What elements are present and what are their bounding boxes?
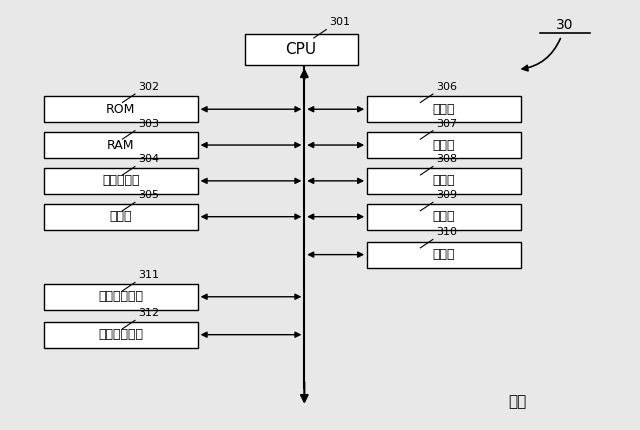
Text: 310: 310 xyxy=(436,227,457,237)
Bar xyxy=(44,168,198,194)
Text: 304: 304 xyxy=(138,154,159,164)
Text: 通信部: 通信部 xyxy=(433,138,455,151)
Text: RAM: RAM xyxy=(107,138,134,151)
Bar xyxy=(367,132,521,158)
Text: 303: 303 xyxy=(138,119,159,129)
Text: CPU: CPU xyxy=(285,42,317,57)
Bar xyxy=(44,322,198,348)
Text: サインポール: サインポール xyxy=(99,290,143,303)
Bar xyxy=(367,168,521,194)
Text: 306: 306 xyxy=(436,82,457,92)
Bar xyxy=(44,132,198,158)
Text: 308: 308 xyxy=(436,154,457,164)
Bar xyxy=(367,242,521,267)
Text: 307: 307 xyxy=(436,119,457,129)
Text: 309: 309 xyxy=(436,190,457,200)
Text: 305: 305 xyxy=(138,190,159,200)
Text: 図３: 図３ xyxy=(508,394,527,409)
Bar xyxy=(44,96,198,122)
Text: 302: 302 xyxy=(138,82,159,92)
Text: 30: 30 xyxy=(556,18,573,32)
Text: 312: 312 xyxy=(138,308,159,318)
Bar xyxy=(44,204,198,230)
Text: 印刷部: 印刷部 xyxy=(433,210,455,223)
Text: 人感知センサ: 人感知センサ xyxy=(99,328,143,341)
Bar xyxy=(367,204,521,230)
Bar xyxy=(44,284,198,310)
Text: ブザー: ブザー xyxy=(433,175,455,187)
Text: 決済部: 決済部 xyxy=(433,248,455,261)
Text: 301: 301 xyxy=(330,18,351,28)
Text: ROM: ROM xyxy=(106,103,136,116)
Text: 操作部: 操作部 xyxy=(433,103,455,116)
Text: 311: 311 xyxy=(138,270,159,280)
Bar xyxy=(244,34,358,65)
Bar xyxy=(367,96,521,122)
Text: 表示部: 表示部 xyxy=(109,210,132,223)
Text: スキャナ部: スキャナ部 xyxy=(102,175,140,187)
